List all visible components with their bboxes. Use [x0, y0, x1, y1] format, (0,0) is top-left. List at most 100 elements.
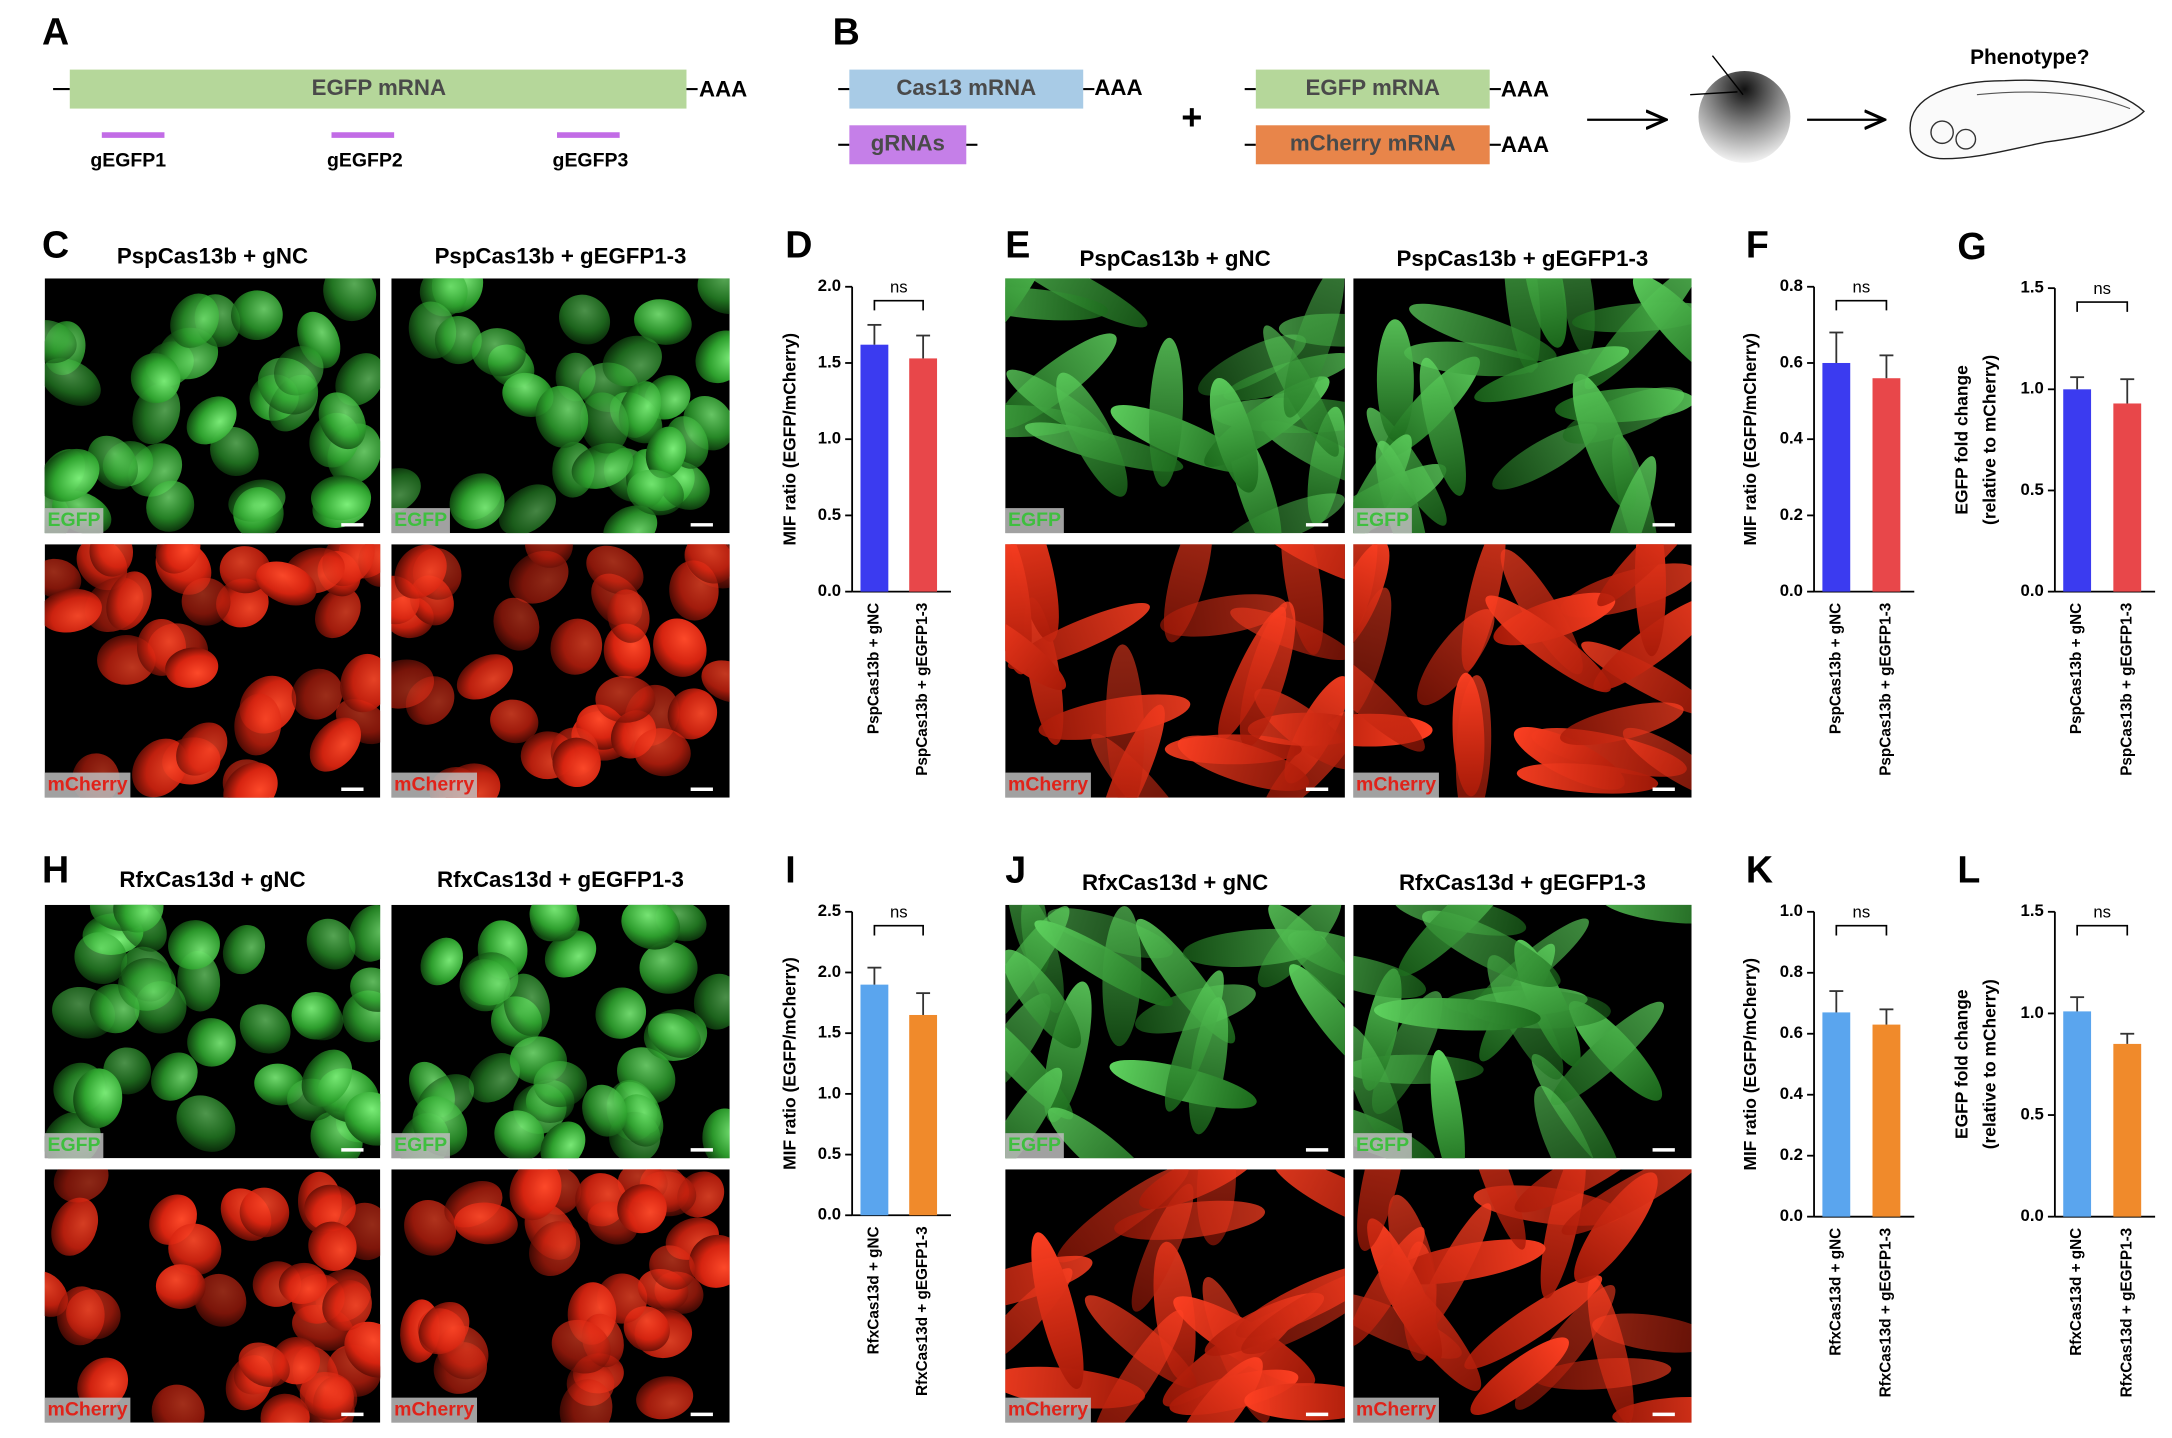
tadpole [1485, 595, 1611, 693]
panel-letter: D [785, 224, 812, 266]
embryo [239, 1004, 291, 1054]
x-tick-label: PspCas13b + gNC [1827, 603, 1844, 734]
embryo [552, 737, 601, 788]
bar [1872, 378, 1901, 592]
bar [1822, 1012, 1851, 1217]
embryo [299, 1372, 358, 1420]
embryo [580, 392, 629, 454]
embryo [434, 316, 482, 365]
channel-label: EGFP [394, 1134, 447, 1156]
embryo [132, 738, 188, 798]
embryo [176, 722, 228, 776]
embryo [228, 479, 286, 522]
tadpole [1373, 997, 1541, 1031]
embryo [187, 1018, 236, 1067]
micrograph [1005, 904, 1345, 1159]
channel-label-bg [44, 1397, 131, 1423]
tadpole [1223, 493, 1345, 534]
tadpole [1273, 1169, 1345, 1235]
embryo [44, 1270, 68, 1317]
bar [860, 984, 889, 1216]
embryo [44, 448, 100, 502]
embryo [695, 330, 730, 384]
embryo [306, 918, 356, 970]
tadpole [1452, 672, 1485, 797]
embryo [449, 477, 505, 529]
micrograph [391, 1169, 730, 1423]
significance-bracket [1835, 924, 1888, 936]
x-tick-label: PspCas13b + gNC [2068, 603, 2085, 734]
tadpole-eye [1930, 120, 1954, 145]
significance-label: ns [890, 903, 908, 922]
tadpole [1463, 1169, 1526, 1250]
embryo [186, 396, 237, 445]
significance-label: ns [2093, 903, 2111, 922]
embryo [310, 475, 372, 521]
y-tick-label: 1.5 [818, 352, 841, 371]
embryo [309, 717, 361, 772]
tadpole [1007, 602, 1150, 670]
y-axis-label: MIF ratio (EGFP/mCherry) [1740, 333, 1760, 546]
tadpole [1550, 1001, 1665, 1106]
tadpole [1909, 79, 2145, 160]
channel-label-bg [1353, 772, 1439, 798]
micrograph [1353, 904, 1692, 1159]
tadpole [1092, 1309, 1184, 1423]
embryo [456, 654, 513, 700]
embryo [301, 1049, 353, 1107]
channel-label-bg [1005, 772, 1091, 798]
micrograph [1353, 1169, 1692, 1423]
micrograph [1005, 278, 1345, 534]
tadpole [1622, 727, 1692, 798]
tadpole [1409, 303, 1557, 362]
embryo [342, 990, 381, 1043]
guide-label: gEGFP3 [553, 150, 629, 172]
column-title: RfxCas13d + gNC [1082, 870, 1268, 895]
column-title: RfxCas13d + gEGFP1-3 [437, 867, 684, 892]
needle [1690, 91, 1738, 96]
micrograph [391, 904, 730, 1159]
tadpole [1255, 544, 1345, 591]
tadpole-detail [1955, 128, 1977, 150]
tadpole [1084, 1295, 1197, 1389]
embryo [634, 728, 691, 777]
x-tick-label: PspCas13b + gNC [865, 603, 882, 734]
embryo [130, 353, 181, 404]
x-tick-label: RfxCas13d + gEGFP1-3 [914, 1226, 931, 1396]
tadpole [1634, 544, 1666, 657]
embryo [468, 1053, 520, 1103]
channel-label-bg [1005, 1133, 1064, 1159]
y-tick-label: 0.5 [818, 505, 841, 524]
embryo [234, 693, 282, 756]
embryo [53, 1169, 109, 1203]
embryo [231, 290, 283, 340]
embryo [77, 1357, 129, 1411]
tadpole [1470, 1337, 1569, 1416]
embryo [73, 1068, 123, 1129]
embryo [291, 668, 343, 720]
mcherry-label: mCherry mRNA [1290, 131, 1456, 156]
embryo [618, 1094, 664, 1147]
y-tick-label: 1.5 [2021, 901, 2044, 920]
tadpole [1366, 407, 1447, 526]
micrograph [44, 278, 381, 534]
embryo [155, 544, 201, 574]
embryo [291, 992, 341, 1040]
embryo [89, 544, 134, 577]
bar [1872, 1024, 1901, 1217]
y-tick-label: 0.0 [818, 581, 841, 600]
embryo [404, 1199, 457, 1256]
embryo [391, 468, 421, 515]
embryo [106, 571, 152, 631]
channel-label-bg [391, 772, 478, 798]
tadpole [1464, 1275, 1603, 1370]
tadpole [1534, 1085, 1603, 1159]
embryo [639, 941, 698, 994]
channel-label-bg [1353, 1133, 1412, 1159]
y-tick-label: 1.0 [2021, 379, 2044, 398]
guide-label: gEGFP2 [327, 150, 403, 172]
y-tick-label: 0.6 [1780, 1023, 1803, 1042]
tadpole [1005, 287, 1109, 321]
y-tick-label: 0.8 [1780, 962, 1803, 981]
embryo [238, 1342, 290, 1388]
